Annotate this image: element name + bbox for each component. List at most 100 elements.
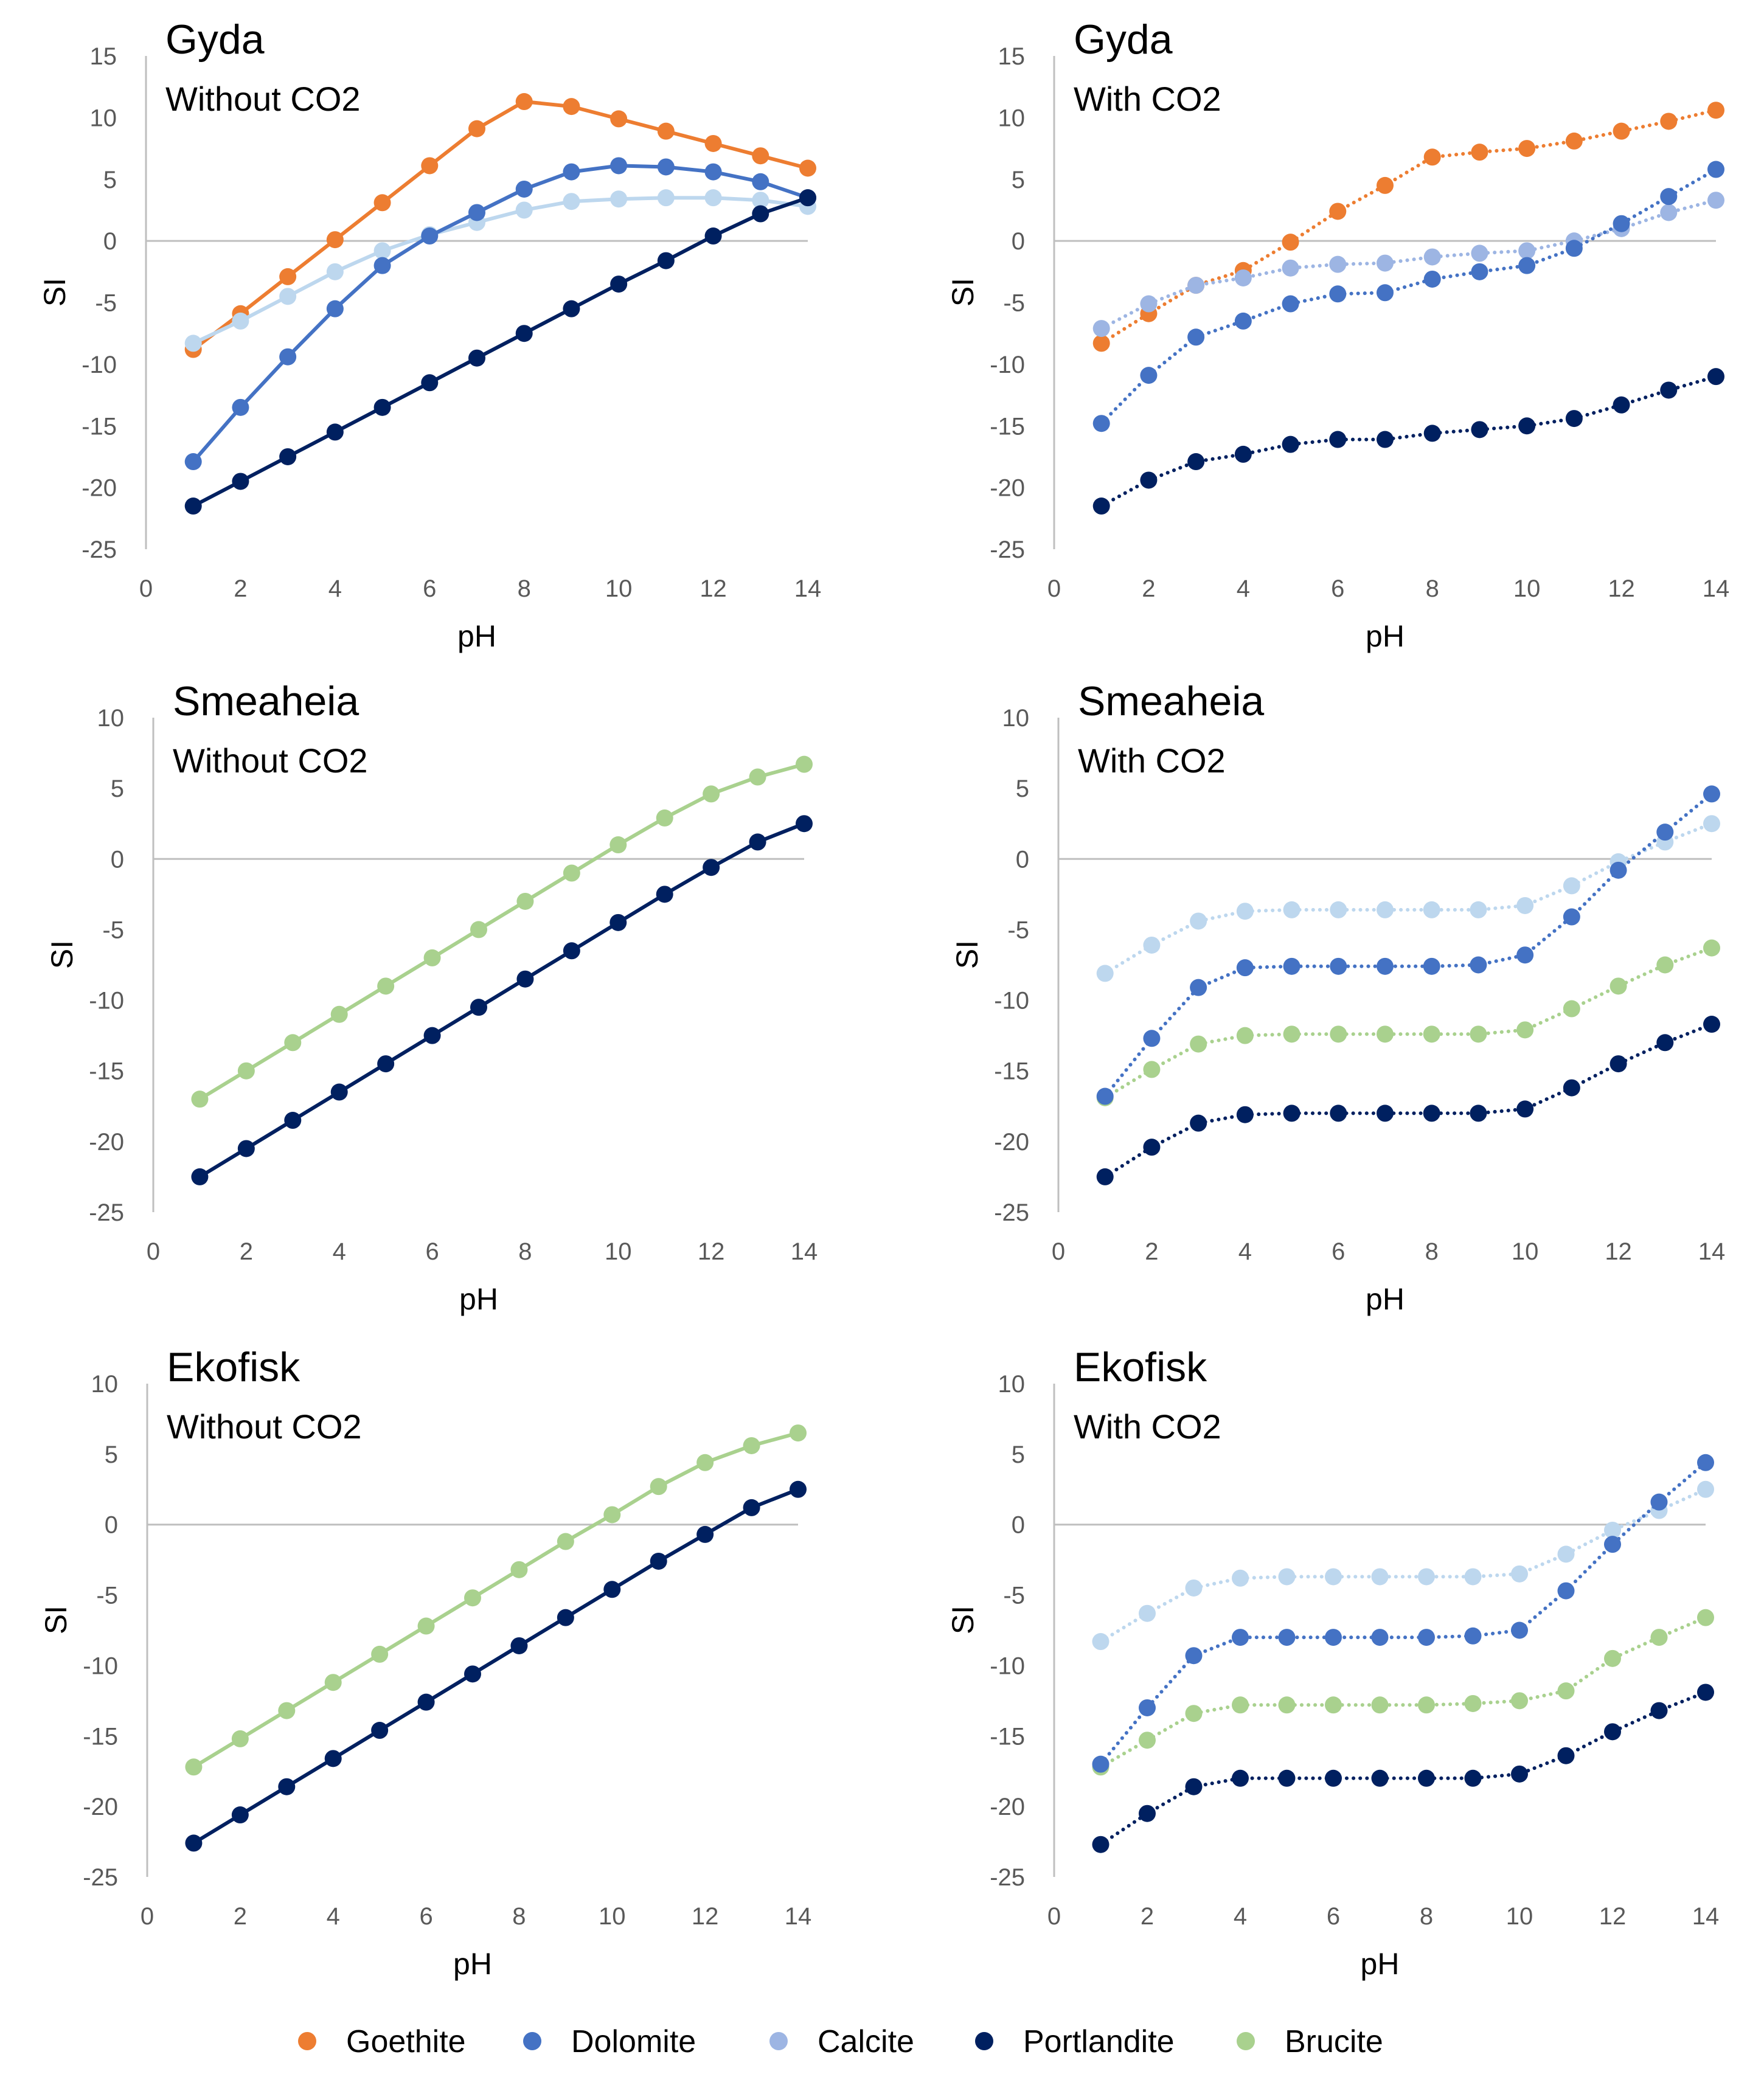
data-point bbox=[1660, 188, 1678, 206]
data-point bbox=[278, 1778, 296, 1795]
data-point bbox=[1234, 445, 1252, 463]
panel-title: Smeaheia bbox=[1078, 678, 1264, 724]
y-tick-label: -15 bbox=[83, 1723, 118, 1750]
data-point bbox=[557, 1533, 574, 1550]
data-point bbox=[1371, 1629, 1389, 1646]
data-point bbox=[421, 374, 439, 392]
series-brucite bbox=[1096, 939, 1720, 1106]
data-point bbox=[1471, 244, 1488, 262]
data-point bbox=[1660, 381, 1678, 399]
data-point bbox=[799, 189, 816, 207]
data-point bbox=[1139, 1732, 1156, 1749]
y-axis-title: SI bbox=[950, 940, 984, 969]
legend-label: Portlandite bbox=[1023, 2024, 1175, 2059]
data-point bbox=[1278, 1568, 1296, 1586]
series-portlandite bbox=[184, 189, 816, 515]
x-tick-label: 10 bbox=[605, 575, 633, 602]
y-tick-label: 15 bbox=[998, 43, 1026, 70]
y-tick-label: -20 bbox=[82, 475, 117, 502]
data-point bbox=[1232, 1769, 1249, 1787]
data-point bbox=[563, 942, 580, 960]
data-point bbox=[324, 1750, 342, 1767]
legend-marker bbox=[523, 2032, 541, 2050]
data-point bbox=[1371, 1696, 1389, 1714]
series-goethite bbox=[1092, 102, 1724, 352]
legend-item-portlandite: Portlandite bbox=[975, 2024, 1175, 2059]
data-point bbox=[1423, 270, 1441, 288]
legend-label: Goethite bbox=[346, 2024, 466, 2059]
data-point bbox=[1470, 901, 1487, 918]
data-point bbox=[1516, 1100, 1534, 1118]
legend-item-goethite: Goethite bbox=[298, 2024, 466, 2059]
x-tick-label: 4 bbox=[1238, 1238, 1252, 1265]
data-point bbox=[1283, 957, 1300, 975]
x-tick-label: 8 bbox=[1425, 1238, 1439, 1265]
series-portlandite bbox=[185, 1480, 807, 1852]
x-tick-label: 4 bbox=[1234, 1903, 1247, 1930]
x-tick-label: 14 bbox=[1698, 1238, 1726, 1265]
data-point bbox=[1707, 161, 1724, 178]
series-calcite bbox=[1096, 815, 1720, 982]
panel-6: 10 5 0 -5 -10 -15 -20 -25 0 2 4 6 8 10 12 14 pH SI Ekofisk… bbox=[946, 1344, 1719, 1981]
x-tick-label: 4 bbox=[333, 1238, 346, 1265]
y-tick-label: -10 bbox=[990, 1652, 1025, 1679]
data-point bbox=[1707, 368, 1724, 386]
legend-item-calcite: Calcite bbox=[769, 2024, 914, 2059]
x-axis-title: pH bbox=[457, 619, 496, 653]
y-tick-label: -20 bbox=[994, 1129, 1029, 1156]
data-point bbox=[656, 886, 673, 903]
data-point bbox=[1278, 1629, 1296, 1646]
data-point bbox=[1143, 1030, 1161, 1047]
data-point bbox=[468, 120, 485, 137]
data-point bbox=[1096, 965, 1114, 982]
x-tick-label: 0 bbox=[147, 1238, 160, 1265]
data-point bbox=[1377, 1025, 1394, 1043]
data-point bbox=[1377, 957, 1394, 975]
y-tick-label: -10 bbox=[994, 988, 1029, 1014]
y-tick-label: -5 bbox=[96, 1583, 118, 1609]
data-point bbox=[1660, 113, 1678, 130]
panel-2: 15 10 5 0 -5 -10 -15 -20 -25 0 2 4 6 8 10 12 14 pH SI Gyda W… bbox=[946, 16, 1729, 653]
data-point bbox=[232, 473, 249, 490]
panel-subtitle: With CO2 bbox=[1074, 1407, 1221, 1446]
data-point bbox=[1609, 1055, 1627, 1073]
data-point bbox=[1325, 1629, 1342, 1646]
data-point bbox=[752, 173, 769, 190]
data-point bbox=[1140, 471, 1158, 489]
series-line bbox=[191, 196, 810, 508]
data-point bbox=[377, 1055, 395, 1073]
data-point bbox=[464, 1589, 481, 1607]
y-axis-title: SI bbox=[39, 1606, 73, 1634]
data-point bbox=[326, 231, 344, 249]
y-tick-label: -5 bbox=[1003, 1583, 1025, 1609]
data-point bbox=[1563, 877, 1580, 895]
data-point bbox=[231, 1806, 249, 1824]
data-point bbox=[657, 122, 675, 140]
y-tick-label: 0 bbox=[111, 846, 124, 873]
legend-label: Calcite bbox=[818, 2024, 914, 2059]
y-tick-label: -25 bbox=[990, 1864, 1025, 1891]
data-point bbox=[1609, 977, 1627, 995]
data-point bbox=[1232, 1696, 1249, 1714]
data-point bbox=[1185, 1705, 1203, 1722]
series-calcite bbox=[1092, 1480, 1714, 1651]
x-tick-label: 0 bbox=[1047, 575, 1061, 602]
data-point bbox=[1563, 1079, 1580, 1097]
y-tick-label: -20 bbox=[990, 1794, 1025, 1820]
series-brucite bbox=[185, 1424, 807, 1776]
data-point bbox=[1092, 1836, 1109, 1853]
data-point bbox=[1697, 1480, 1714, 1498]
data-point bbox=[515, 180, 533, 198]
panel-title: Smeaheia bbox=[173, 678, 359, 724]
x-tick-label: 12 bbox=[1599, 1903, 1627, 1930]
data-point bbox=[279, 268, 297, 285]
data-point bbox=[1703, 1016, 1720, 1033]
y-tick-label: -15 bbox=[89, 1058, 124, 1085]
data-point bbox=[1418, 1629, 1435, 1646]
series-dolomite bbox=[1092, 161, 1724, 432]
data-point bbox=[1563, 1000, 1580, 1018]
y-tick-label: 10 bbox=[998, 1371, 1026, 1398]
data-point bbox=[1325, 1696, 1342, 1714]
x-tick-label: 12 bbox=[700, 575, 727, 602]
data-point bbox=[1377, 901, 1394, 918]
